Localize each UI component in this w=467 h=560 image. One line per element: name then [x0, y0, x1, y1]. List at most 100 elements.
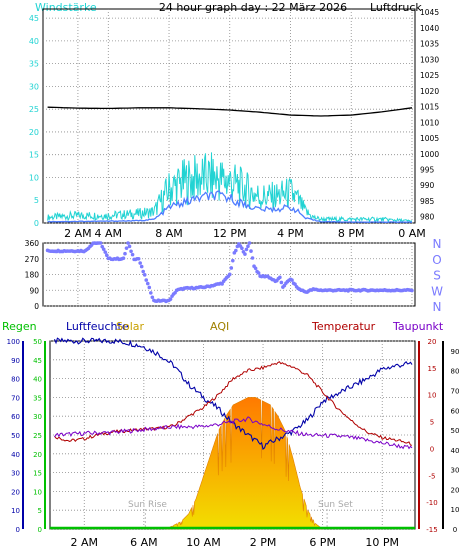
wind-y-tick-label: 5	[34, 196, 39, 205]
wind-x-tick-label: 8 PM	[338, 227, 365, 240]
wind-y-tick-label: 10	[29, 173, 39, 182]
humidity-y-tick-label: 35	[33, 394, 42, 402]
compass-label: S	[433, 269, 441, 283]
pressure-y-tick-label: 1030	[420, 55, 439, 64]
pressure-y-tick-label: 1010	[420, 118, 439, 127]
regen-y-tick-label: 50	[11, 432, 20, 440]
pressure-y-tick-label: 1015	[420, 103, 439, 112]
humidity-y-tick-label: 0	[38, 526, 42, 534]
wind-direction-point	[123, 251, 127, 256]
direction-y-tick-label: 90	[29, 286, 39, 295]
wind-direction-point	[126, 241, 130, 245]
legend-solar: Solar	[116, 320, 145, 333]
wind-x-tick-label: 4 PM	[277, 227, 304, 240]
wind-direction-point	[138, 261, 142, 265]
dewpoint-y-tick-label: 90	[451, 348, 460, 356]
legend-regen: Regen	[2, 320, 37, 333]
solar-area	[165, 397, 324, 530]
pressure-y-tick-label: 1025	[420, 71, 439, 80]
wind-direction-point	[147, 285, 152, 290]
wind-y-tick-label: 15	[29, 151, 39, 160]
pressure-y-tick-label: 1045	[420, 8, 439, 17]
humidity-y-tick-label: 40	[33, 376, 42, 384]
temperature-y-tick-label: -5	[429, 472, 436, 480]
wind-direction-point	[240, 246, 244, 251]
wind-average-line	[47, 190, 412, 223]
legend-luftfeuchte: Luftfeuchte	[66, 320, 129, 333]
legend-taupunkt: Taupunkt	[392, 320, 444, 333]
wind-direction-point	[127, 244, 132, 249]
pressure-y-tick-label: 1005	[420, 134, 439, 143]
direction-y-tick-label: 0	[34, 302, 39, 311]
humidity-y-tick-label: 10	[33, 488, 42, 496]
wind-direction-point	[101, 247, 106, 252]
graph-title: 24 hour graph day : 22 März 2026	[159, 1, 347, 14]
wind-x-tick-label: 2 AM	[64, 227, 92, 240]
dewpoint-y-tick-label: 80	[451, 368, 460, 376]
wind-axis-title: Windstärke	[35, 1, 97, 14]
wind-direction-point	[229, 266, 234, 270]
climate-x-tick-label: 10 AM	[186, 536, 221, 549]
pressure-y-tick-label: 1035	[420, 40, 439, 49]
temperature-y-tick-label: -10	[426, 499, 437, 507]
sunrise-label: Sun Rise	[128, 500, 167, 510]
regen-y-tick-label: 80	[11, 376, 20, 384]
regen-y-tick-label: 70	[11, 394, 20, 402]
humidity-y-tick-label: 30	[33, 413, 42, 421]
temperature-y-tick-label: 15	[428, 365, 437, 373]
wind-direction-point	[100, 244, 105, 249]
wind-x-tick-label: 12 PM	[213, 227, 247, 240]
wind-direction-point	[234, 248, 238, 253]
pressure-y-tick-label: 980	[420, 213, 435, 222]
temperature-y-tick-label: 10	[428, 392, 437, 400]
wind-direction-point	[129, 249, 133, 254]
wind-direction-point	[279, 280, 284, 285]
wind-direction-point	[227, 272, 232, 277]
temperature-y-tick-label: 20	[428, 338, 437, 346]
wind-direction-point	[253, 266, 258, 271]
wind-y-tick-label: 0	[34, 219, 39, 228]
dewpoint-y-tick-label: 40	[451, 447, 460, 455]
wind-direction-point	[150, 295, 155, 300]
pressure-y-tick-label: 1020	[420, 87, 439, 96]
wind-direction-point	[256, 271, 261, 275]
wind-direction-point	[103, 250, 108, 254]
regen-y-tick-label: 30	[11, 470, 20, 478]
dewpoint-y-tick-label: 20	[451, 486, 460, 494]
humidity-y-tick-label: 5	[38, 507, 42, 515]
wind-direction-point	[243, 252, 247, 256]
regen-y-tick-label: 0	[16, 526, 20, 534]
wind-direction-point	[246, 244, 250, 248]
wind-y-tick-label: 25	[29, 105, 39, 114]
pressure-y-tick-label: 1000	[420, 150, 439, 159]
direction-y-tick-label: 270	[25, 255, 40, 264]
pressure-axis-title: Luftdruck	[370, 1, 422, 14]
wind-direction-point	[290, 278, 294, 282]
solar-area-group	[144, 397, 328, 530]
wind-x-tick-label: 0 AM	[398, 227, 426, 240]
wind-direction-point	[98, 241, 103, 245]
legend-temperatur: Temperatur	[311, 320, 376, 333]
regen-y-tick-label: 100	[7, 338, 20, 346]
humidity-y-tick-label: 20	[33, 451, 42, 459]
wind-gust-line	[47, 152, 413, 224]
wind-y-tick-label: 20	[29, 128, 39, 137]
wind-x-tick-label: 4 AM	[95, 227, 123, 240]
pressure-y-tick-label: 985	[420, 197, 435, 206]
wind-y-tick-label: 35	[29, 60, 39, 69]
pressure-y-tick-label: 1040	[420, 24, 439, 33]
wind-direction-point	[220, 282, 224, 286]
climate-x-tick-label: 2 PM	[250, 536, 277, 549]
wind-direction-point	[410, 288, 414, 293]
dewpoint-y-tick-label: 60	[451, 407, 460, 415]
climate-x-tick-label: 6 PM	[309, 536, 336, 549]
temperature-y-tick-label: 0	[430, 445, 434, 453]
wind-direction-point	[139, 264, 144, 269]
climate-x-tick-label: 10 PM	[365, 536, 399, 549]
regen-y-tick-label: 60	[11, 413, 20, 421]
wind-direction-point	[145, 281, 150, 286]
compass-label: W	[431, 284, 443, 298]
wind-direction-point	[247, 241, 252, 245]
